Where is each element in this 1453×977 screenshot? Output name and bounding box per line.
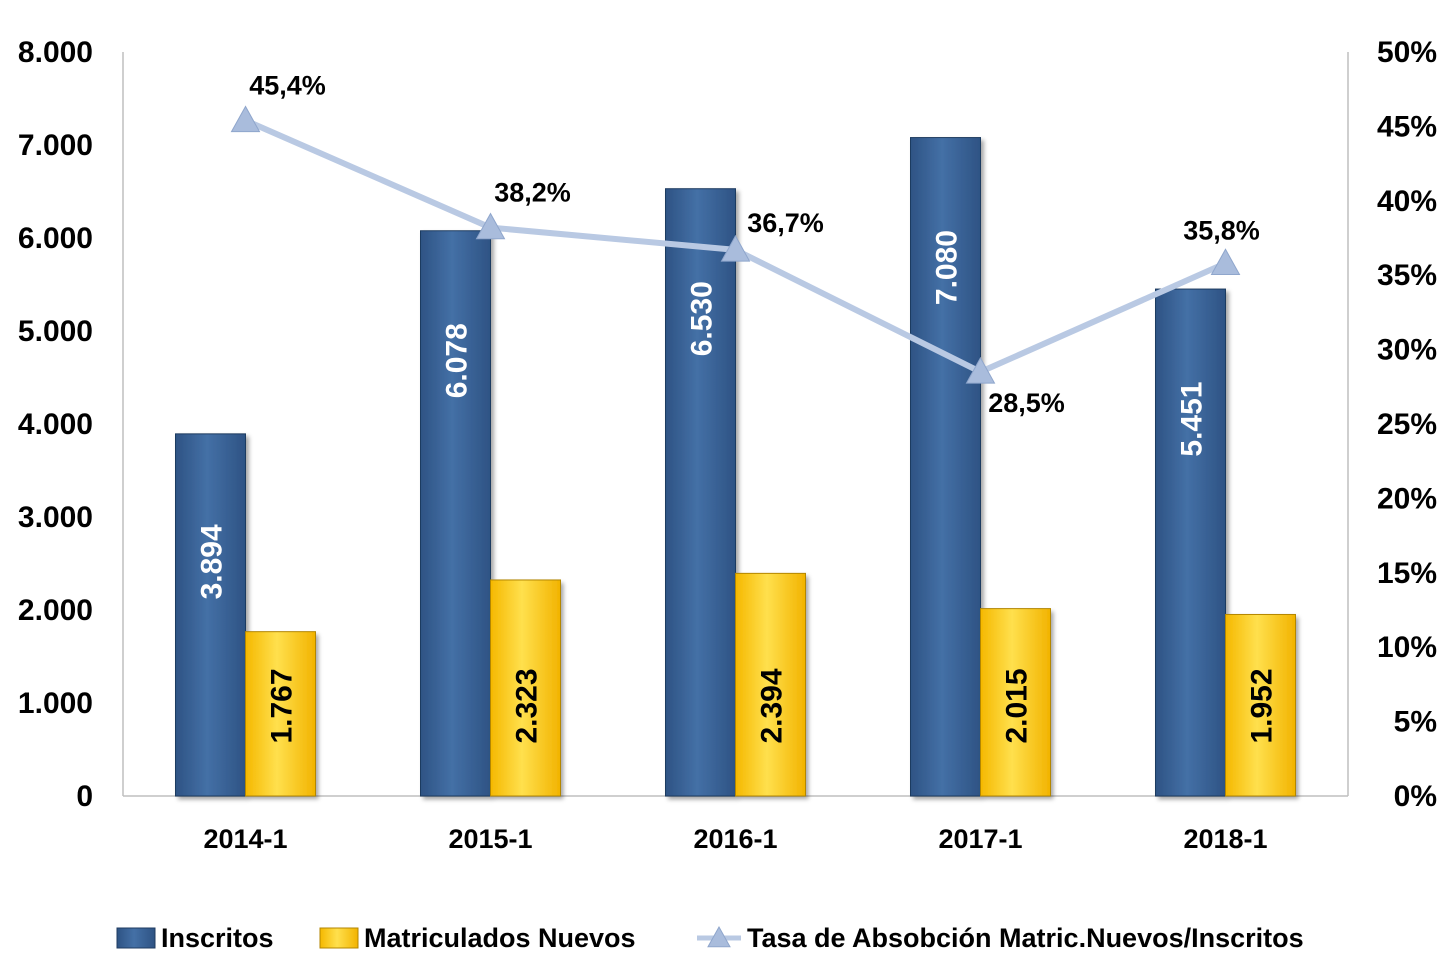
rate-value-label: 28,5% bbox=[988, 388, 1065, 418]
right-tick-label: 0% bbox=[1394, 780, 1437, 813]
bars bbox=[175, 137, 1296, 797]
rate-marker bbox=[720, 234, 751, 262]
left-tick-label: 6.000 bbox=[18, 222, 93, 255]
right-tick-label: 40% bbox=[1377, 185, 1437, 218]
rate-marker bbox=[1210, 248, 1241, 275]
rate-marker bbox=[230, 105, 261, 133]
rate-value-label: 45,4% bbox=[249, 70, 326, 100]
data-labels: 3.894 6.078 6.530 7.080 5.451 1.767 2.323 2.394… bbox=[196, 70, 1279, 743]
matriculados-bar bbox=[490, 579, 561, 796]
right-tick-label: 45% bbox=[1377, 110, 1437, 143]
x-tick-label: 2016-1 bbox=[693, 824, 777, 854]
matriculados-bar bbox=[1225, 614, 1296, 796]
right-tick-label: 20% bbox=[1377, 482, 1437, 515]
inscritos-value-label: 6.078 bbox=[441, 323, 474, 398]
inscritos-bar bbox=[665, 188, 736, 797]
matriculados-bar-outline bbox=[735, 572, 806, 797]
matriculados-value-label: 1.952 bbox=[1246, 668, 1279, 743]
inscritos-bar bbox=[175, 433, 246, 797]
left-tick-label: 2.000 bbox=[18, 594, 93, 627]
matriculados-bar bbox=[245, 631, 316, 796]
inscritos-value-label: 6.530 bbox=[686, 281, 719, 356]
x-tick-label: 2014-1 bbox=[203, 824, 287, 854]
legend: Inscritos Matriculados Nuevos Tasa de Abso… bbox=[116, 923, 1304, 953]
rate-marker bbox=[965, 356, 996, 384]
legend-tasa-label: Tasa de Absobción Matric.Nuevos/Inscrito… bbox=[747, 923, 1304, 953]
matriculados-bar-outline bbox=[980, 608, 1051, 797]
matriculados-bar bbox=[735, 573, 806, 796]
right-tick-label: 15% bbox=[1377, 557, 1437, 590]
rate-value-label: 35,8% bbox=[1183, 215, 1260, 245]
left-tick-label: 8.000 bbox=[18, 36, 93, 69]
right-tick-label: 35% bbox=[1377, 259, 1437, 292]
rate-marker bbox=[475, 212, 506, 240]
inscritos-value-label: 7.080 bbox=[931, 230, 964, 305]
matriculados-value-label: 2.394 bbox=[756, 668, 789, 743]
matriculados-value-label: 2.015 bbox=[1001, 668, 1034, 743]
matriculados-bar bbox=[980, 608, 1051, 796]
left-tick-label: 3.000 bbox=[18, 501, 93, 534]
rate-line bbox=[230, 105, 1241, 384]
left-tick-label: 7.000 bbox=[18, 129, 93, 162]
left-tick-label: 1.000 bbox=[18, 687, 93, 720]
right-tick-label: 5% bbox=[1394, 706, 1437, 739]
x-tick-label: 2017-1 bbox=[938, 824, 1022, 854]
axes: 0 1.000 2.000 3.000 4.000 5.000 6.000 7.000 8.00… bbox=[18, 36, 1437, 854]
matriculados-bar-outline bbox=[1225, 613, 1296, 797]
matriculados-bar-outline bbox=[490, 579, 561, 797]
inscritos-bar bbox=[1155, 288, 1226, 797]
inscritos-bar bbox=[420, 230, 491, 797]
x-tick-label: 2018-1 bbox=[1183, 824, 1267, 854]
inscritos-bar bbox=[910, 137, 981, 797]
rate-value-label: 38,2% bbox=[494, 178, 571, 208]
matriculados-bar-outline bbox=[245, 631, 316, 797]
matriculados-value-label: 2.323 bbox=[511, 668, 544, 743]
matriculados-value-label: 1.767 bbox=[266, 668, 299, 743]
right-tick-label: 10% bbox=[1377, 631, 1437, 664]
left-tick-label: 5.000 bbox=[18, 315, 93, 348]
right-tick-label: 25% bbox=[1377, 408, 1437, 441]
right-tick-label: 30% bbox=[1377, 334, 1437, 367]
right-tick-label: 50% bbox=[1377, 36, 1437, 69]
legend-inscritos-swatch bbox=[116, 927, 156, 949]
inscritos-value-label: 3.894 bbox=[196, 524, 229, 599]
rate-value-label: 36,7% bbox=[747, 208, 824, 238]
left-tick-label: 0 bbox=[76, 780, 93, 813]
legend-matriculados-label: Matriculados Nuevos bbox=[364, 923, 636, 953]
legend-tasa-marker bbox=[707, 925, 731, 948]
x-tick-label: 2015-1 bbox=[448, 824, 532, 854]
legend-matriculados-swatch bbox=[319, 927, 359, 949]
left-tick-label: 4.000 bbox=[18, 408, 93, 441]
legend-inscritos-label: Inscritos bbox=[161, 923, 274, 953]
inscritos-value-label: 5.451 bbox=[1176, 382, 1209, 457]
